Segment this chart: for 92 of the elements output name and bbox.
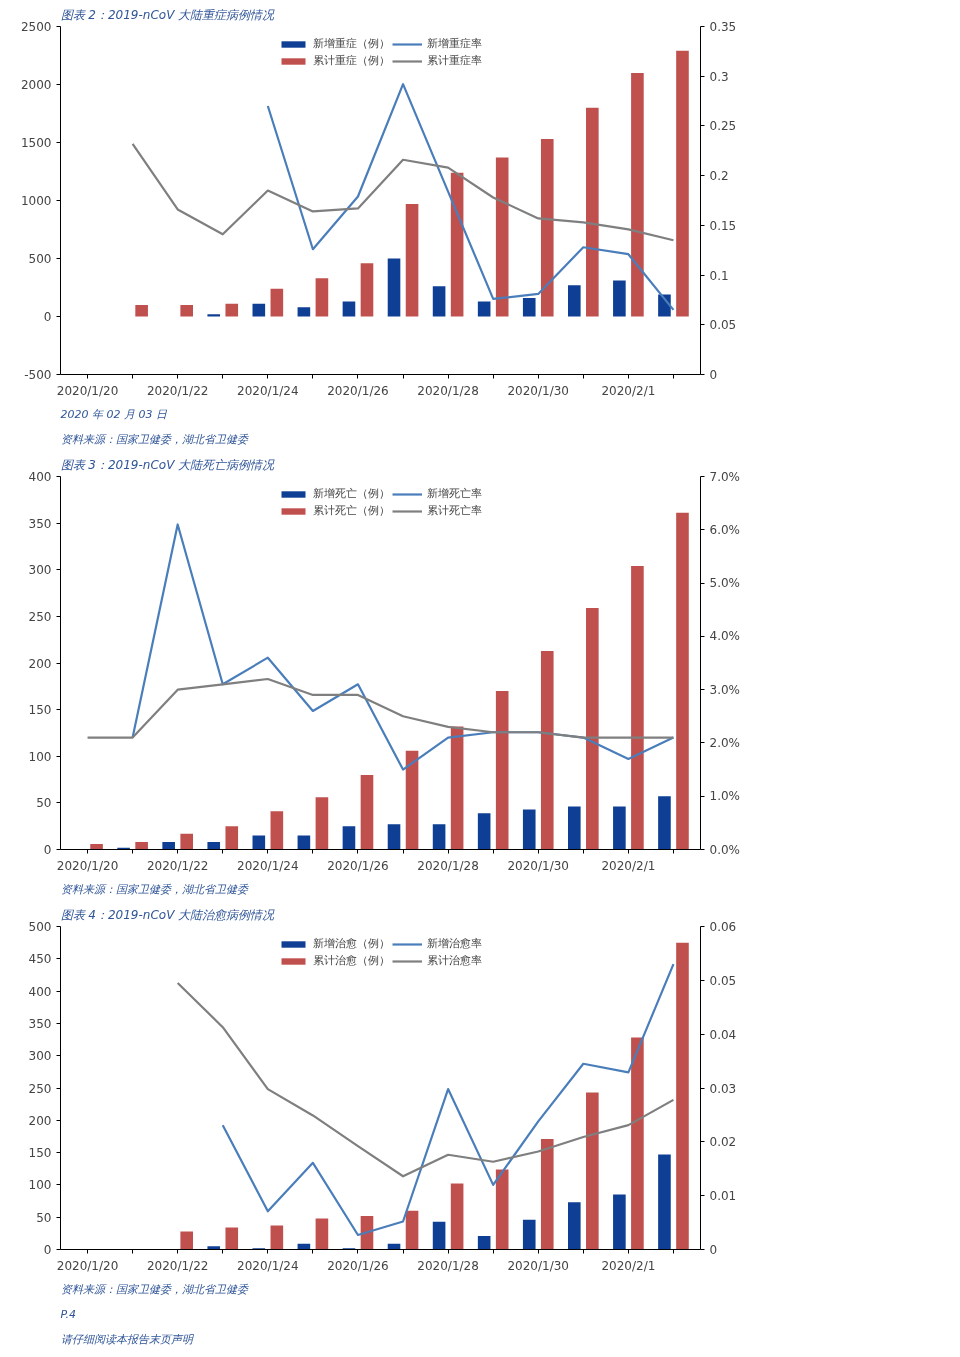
y-tick-label: -500 [24, 368, 52, 382]
y-tick-label: 150 [28, 703, 52, 718]
x-tick-label: 2020/1/22 [146, 383, 209, 398]
y-tick-label: 350 [28, 1016, 52, 1031]
x-tick-label: 2020/1/22 [146, 858, 209, 873]
x-tick-label: 2020/2/1 [601, 858, 656, 873]
y2-tick-label: 0 [709, 368, 718, 382]
y-tick-label: 250 [28, 609, 52, 624]
legend-label: 新增死亡（例） [313, 486, 390, 501]
x-tick-label: 2020/1/22 [146, 1258, 209, 1273]
y2-tick-label: 2.0% [709, 735, 740, 750]
x-tick-label: 2020/1/30 [507, 858, 570, 873]
y-tick-label: 0 [43, 1243, 52, 1257]
x-tick-label: 2020/1/26 [327, 1258, 389, 1273]
y2-tick-label: 7.0% [709, 469, 740, 484]
y-tick-label: 0 [43, 843, 52, 857]
y2-tick-label: 0.1 [709, 268, 729, 283]
x-tick-label: 2020/1/28 [417, 858, 479, 873]
text: 请仔细阅读本报告末页声明 [60, 1332, 195, 1346]
x-tick-label: 2020/1/26 [327, 383, 389, 398]
legend-label: 累计重症率 [427, 53, 482, 68]
y2-tick-label: 3.0% [709, 682, 740, 697]
y-tick-label: 50 [36, 796, 52, 811]
text: P.4 [60, 1307, 77, 1321]
y-tick-label: 400 [28, 984, 52, 999]
x-tick-label: 2020/1/24 [237, 858, 299, 873]
legend-label: 累计死亡（例） [313, 503, 390, 518]
y-tick-label: 0 [43, 310, 52, 324]
y-tick-label: 2000 [20, 78, 52, 92]
y2-tick-label: 0.05 [709, 318, 737, 333]
y-tick-label: 1000 [20, 194, 52, 208]
y-tick-label: 150 [28, 1146, 52, 1161]
legend-label: 新增重症（例） [313, 36, 390, 51]
legend-label: 新增治愈（例） [313, 936, 390, 951]
legend-label: 累计死亡率 [427, 503, 482, 518]
y2-tick-label: 0.3 [709, 69, 729, 84]
y-tick-label: 350 [28, 516, 52, 531]
y2-tick-label: 0.06 [709, 920, 737, 934]
x-tick-label: 2020/1/20 [56, 383, 119, 398]
y2-tick-label: 0.15 [709, 218, 737, 233]
chart-title: 图表 4：2019-nCoV 大陆治愈病例情况 [60, 907, 276, 922]
y2-tick-label: 0.2 [709, 169, 729, 184]
x-tick-label: 2020/1/20 [56, 858, 119, 873]
y-tick-label: 300 [28, 1049, 52, 1064]
text: 2020 年 02 月 03 日 [60, 407, 168, 421]
y2-tick-label: 0.05 [709, 973, 737, 988]
x-tick-label: 2020/1/24 [237, 1258, 299, 1273]
y-tick-label: 1500 [20, 136, 52, 150]
x-tick-label: 2020/1/20 [56, 1258, 119, 1273]
legend-label: 新增重症率 [427, 36, 482, 51]
chart-title: 图表 2：2019-nCoV 大陆重症病例情况 [60, 7, 276, 22]
y-tick-label: 200 [28, 656, 52, 671]
y2-tick-label: 0.03 [709, 1081, 737, 1096]
y2-tick-label: 0.25 [709, 119, 737, 134]
text: 资料来源：国家卫健委，湖北省卫健委 [60, 432, 250, 446]
legend-label: 新增治愈率 [427, 936, 482, 951]
x-tick-label: 2020/1/28 [417, 383, 479, 398]
y2-tick-label: 0.0% [709, 842, 740, 857]
y-tick-label: 400 [28, 470, 52, 484]
y2-tick-label: 1.0% [709, 789, 740, 804]
y-tick-label: 500 [28, 252, 52, 266]
y2-tick-label: 6.0% [709, 522, 740, 537]
y2-tick-label: 0.35 [709, 20, 737, 34]
x-tick-label: 2020/2/1 [601, 1258, 656, 1273]
y2-tick-label: 5.0% [709, 576, 740, 591]
y-tick-label: 250 [28, 1081, 52, 1096]
y2-tick-label: 0 [709, 1243, 718, 1257]
x-tick-label: 2020/1/30 [507, 1258, 570, 1273]
y-tick-label: 100 [28, 749, 52, 764]
x-tick-label: 2020/1/26 [327, 858, 389, 873]
y-tick-label: 500 [28, 920, 52, 934]
y-tick-label: 300 [28, 563, 52, 578]
x-tick-label: 2020/1/28 [417, 1258, 479, 1273]
legend-label: 新增死亡率 [427, 486, 482, 501]
y-tick-label: 450 [28, 952, 52, 967]
y-tick-label: 2500 [20, 20, 52, 34]
x-tick-label: 2020/2/1 [601, 383, 656, 398]
text: 资料来源：国家卫健委，湖北省卫健委 [60, 1282, 250, 1296]
text: 资料来源：国家卫健委，湖北省卫健委 [60, 882, 250, 896]
y2-tick-label: 0.01 [709, 1189, 737, 1204]
legend-label: 累计重症（例） [313, 53, 390, 68]
y2-tick-label: 0.04 [709, 1027, 737, 1042]
y2-tick-label: 4.0% [709, 629, 740, 644]
legend-label: 累计治愈率 [427, 953, 482, 968]
chart-title: 图表 3：2019-nCoV 大陆死亡病例情况 [60, 457, 276, 472]
legend-label: 累计治愈（例） [313, 953, 390, 968]
x-tick-label: 2020/1/30 [507, 383, 570, 398]
x-tick-label: 2020/1/24 [237, 383, 299, 398]
y2-tick-label: 0.02 [709, 1135, 737, 1150]
y-tick-label: 200 [28, 1113, 52, 1128]
y-tick-label: 50 [36, 1210, 52, 1225]
y-tick-label: 100 [28, 1178, 52, 1193]
